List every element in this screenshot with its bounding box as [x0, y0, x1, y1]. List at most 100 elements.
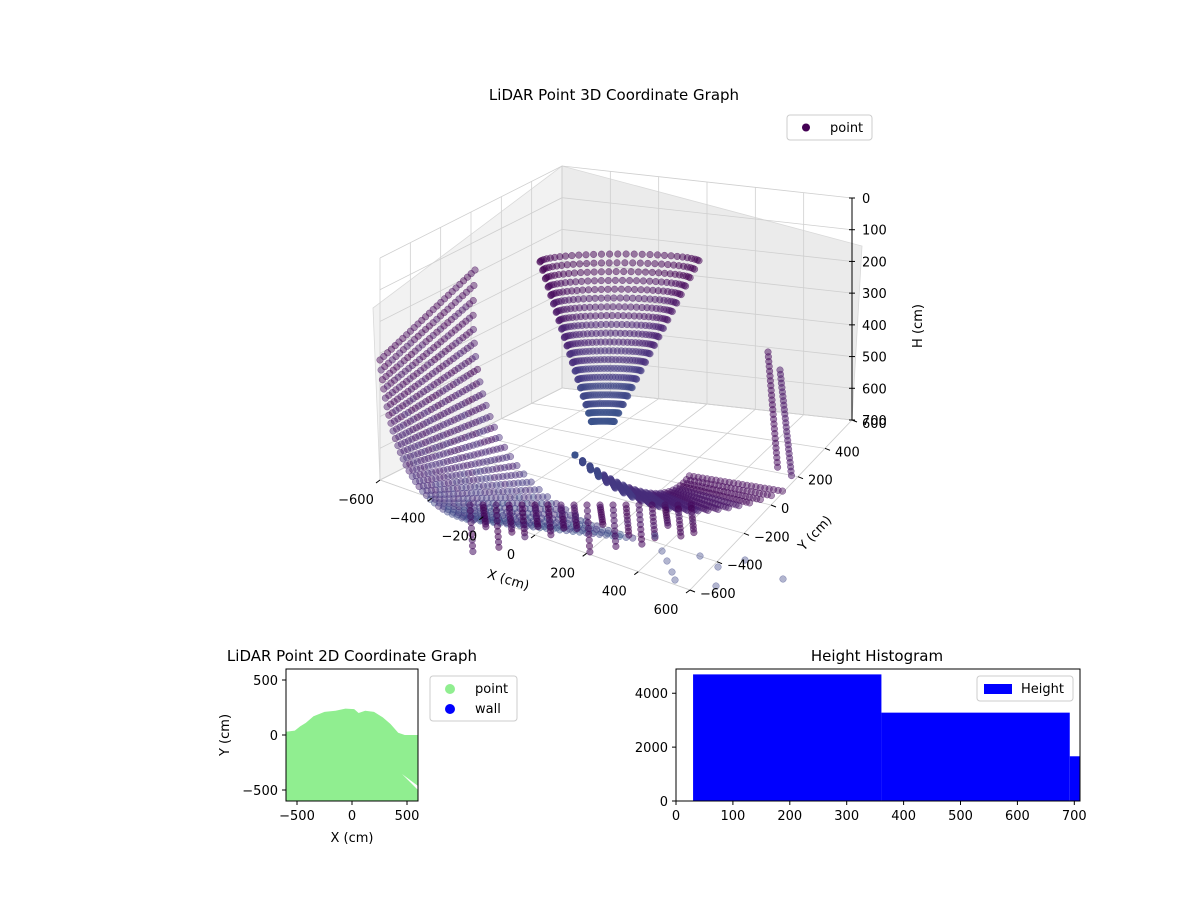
cloud-point — [452, 392, 460, 400]
cloud-point — [426, 417, 434, 425]
cloud-point — [380, 352, 388, 360]
cloud-point — [435, 365, 443, 373]
cloud-point — [655, 269, 663, 277]
z-tick-label: 100 — [862, 224, 887, 239]
legend-3d-label: point — [830, 121, 863, 136]
cloud-point — [445, 499, 453, 507]
cloud-point — [454, 364, 462, 372]
cloud-point — [636, 259, 644, 267]
cloud-point — [448, 329, 456, 337]
cloud-point — [774, 463, 782, 471]
cloud-point — [625, 531, 633, 539]
cloud-point — [571, 451, 579, 459]
cloud-point — [403, 331, 411, 339]
cloud-point — [451, 404, 459, 412]
cloud-point — [521, 533, 529, 541]
z-tick-label: 500 — [862, 351, 887, 366]
cloud-point — [461, 423, 469, 431]
cloud-point — [469, 297, 477, 305]
cloud-point — [682, 282, 690, 290]
grid-line — [379, 229, 853, 322]
cloud-point — [401, 367, 409, 375]
x-axis-2d-label: X (cm) — [331, 831, 374, 846]
cloud-point — [390, 398, 398, 406]
cloud-point — [413, 413, 421, 421]
cloud-point — [610, 294, 618, 302]
cloud-point — [376, 356, 384, 364]
cloud-point — [440, 374, 448, 382]
histogram-bar — [693, 674, 882, 801]
cloud-point — [677, 532, 685, 540]
cloud-point — [626, 276, 634, 285]
cloud-point — [441, 295, 449, 303]
y-axis-2d: −500 0 500 — [242, 674, 286, 799]
cloud-point — [435, 389, 443, 397]
cloud-point — [622, 250, 630, 258]
cloud-point — [468, 408, 476, 416]
cloud-point — [463, 344, 471, 352]
cloud-point — [387, 419, 395, 427]
lidar-2d-chart: LiDAR Point 2D Coordinate Graph −500 0 500… — [218, 647, 518, 846]
cloud-point — [585, 536, 593, 544]
cloud-point — [714, 563, 722, 571]
cloud-point — [436, 422, 444, 430]
cloud-point — [423, 418, 431, 426]
cloud-point — [778, 487, 787, 495]
x-tick-label: 300 — [834, 809, 859, 824]
cloud-point — [617, 285, 625, 293]
cloud-point — [482, 414, 490, 422]
cloud-point — [547, 531, 555, 539]
y-axis-2d-label: Y (cm) — [218, 714, 233, 757]
cloud-point — [454, 425, 462, 434]
cloud-point — [639, 277, 647, 285]
cloud-point — [426, 347, 434, 355]
cloud-point — [383, 382, 391, 390]
cloud-point — [411, 434, 420, 442]
cloud-point — [584, 513, 592, 521]
cloud-point — [660, 251, 669, 259]
cloud-point — [418, 440, 426, 448]
cloud-point — [432, 434, 440, 442]
cloud-point — [585, 542, 594, 550]
cloud-point — [404, 387, 412, 396]
cloud-point — [648, 268, 656, 276]
cloud-point — [482, 523, 490, 531]
cloud-point — [437, 338, 445, 346]
cloud-point — [454, 402, 462, 410]
x-tick-mark — [582, 552, 587, 557]
cloud-point — [460, 499, 468, 507]
cloud-point — [433, 413, 441, 421]
cloud-point — [419, 430, 427, 438]
cloud-point — [619, 401, 627, 409]
cloud-point — [611, 484, 619, 492]
cloud-point — [454, 414, 462, 422]
cloud-point — [445, 396, 453, 404]
y-tick-mark — [797, 476, 804, 480]
cloud-point — [465, 384, 474, 392]
cloud-point — [584, 277, 592, 285]
y-tick-label: 0 — [781, 502, 789, 517]
cloud-point — [465, 357, 473, 365]
cloud-point — [472, 393, 480, 402]
cloud-point — [563, 261, 571, 269]
y-tick-label: 0 — [660, 795, 668, 810]
histogram-title: Height Histogram — [811, 647, 943, 665]
cloud-point — [767, 492, 775, 500]
cloud-point — [597, 303, 605, 311]
cloud-point — [388, 409, 396, 417]
cloud-point — [425, 372, 433, 380]
cloud-point — [605, 259, 613, 267]
cloud-point — [631, 285, 639, 294]
cloud-point — [671, 576, 679, 584]
x-tick-mark — [530, 534, 536, 539]
cloud-point — [415, 432, 423, 440]
cloud-point — [646, 350, 654, 358]
cloud-point — [398, 431, 406, 439]
cloud-point — [438, 399, 446, 408]
cloud-point — [612, 268, 620, 276]
x-tick-mark — [685, 589, 691, 594]
chart-2d-title: LiDAR Point 2D Coordinate Graph — [227, 647, 477, 665]
cloud-point — [695, 257, 703, 265]
cloud-point — [423, 385, 431, 393]
cloud-point — [405, 427, 413, 435]
